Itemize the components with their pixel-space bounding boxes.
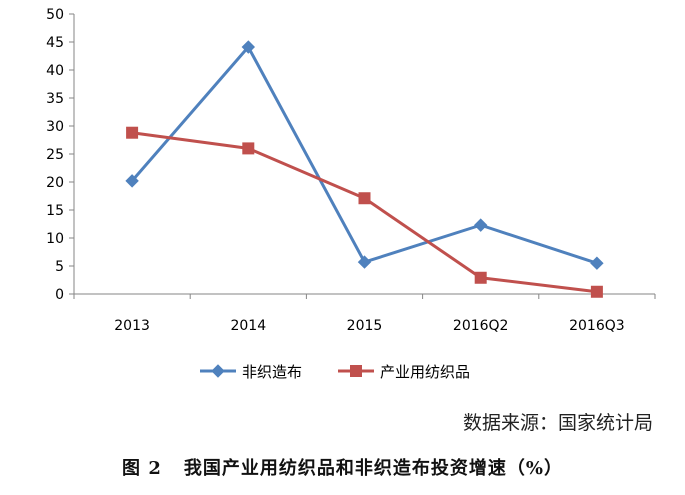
data-point <box>590 256 604 270</box>
data-point <box>357 255 372 269</box>
series-2 <box>126 126 603 298</box>
series-1 <box>125 40 604 270</box>
y-tick-label: 5 <box>55 259 64 275</box>
y-tick-label: 10 <box>46 231 64 247</box>
y-tick-label: 20 <box>46 175 64 191</box>
legend-item: 非织造布 <box>200 363 302 381</box>
legend-swatch-marker <box>350 365 362 377</box>
figure-caption: 图 2 我国产业用纺织品和非织造布投资增速（%） <box>0 454 685 480</box>
x-tick-label: 2016Q2 <box>453 318 509 334</box>
legend-label: 非织造布 <box>242 363 302 381</box>
data-point <box>241 40 256 54</box>
legend-item: 产业用纺织品 <box>338 363 470 381</box>
x-tick-label: 2016Q3 <box>569 318 625 334</box>
x-axis: 2013 2014 2015 2016Q2 2016Q3 <box>73 293 656 334</box>
y-tick-label: 15 <box>46 203 64 219</box>
data-point <box>126 126 139 139</box>
y-tick-label: 0 <box>55 287 64 303</box>
y-tick-label: 40 <box>46 63 64 79</box>
series-line <box>130 45 598 265</box>
legend-label: 产业用纺织品 <box>380 363 470 381</box>
legend: 非织造布 产业用纺织品 <box>200 363 470 381</box>
data-point <box>473 218 488 232</box>
series-layer <box>125 40 604 298</box>
figure-label: 图 2 <box>122 458 162 479</box>
y-tick-label: 50 <box>46 7 64 23</box>
y-tick-label: 25 <box>46 147 64 163</box>
data-point <box>590 285 603 298</box>
y-axis: 0 5 10 15 20 25 30 35 40 45 50 <box>46 7 75 303</box>
data-point <box>358 192 371 205</box>
data-point <box>474 271 487 284</box>
y-tick-label: 35 <box>46 91 64 107</box>
data-point <box>125 174 139 188</box>
legend-swatch-marker <box>211 364 225 378</box>
y-tick-label: 45 <box>46 35 64 51</box>
figure-caption-text: 我国产业用纺织品和非织造布投资增速（%） <box>183 458 563 479</box>
x-tick-label: 2014 <box>230 318 266 334</box>
x-tick-label: 2013 <box>114 318 150 334</box>
source-note: 数据来源：国家统计局 <box>462 412 653 434</box>
x-tick-label: 2015 <box>347 318 383 334</box>
y-tick-label: 30 <box>46 119 64 135</box>
data-point <box>242 142 255 155</box>
